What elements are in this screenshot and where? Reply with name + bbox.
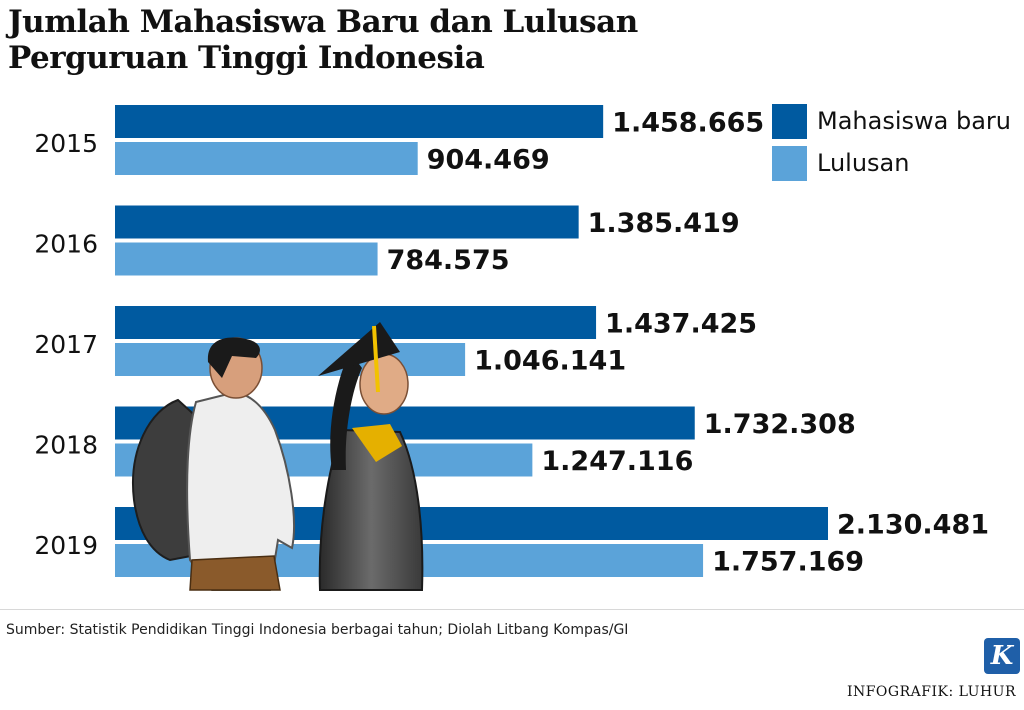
value-label-lulusan-2019: 1.757.169 (712, 547, 864, 578)
legend-swatch-mahasiswa-baru (772, 103, 807, 139)
infographic-credit: INFOGRAFIK: LUHUR (846, 684, 1016, 700)
bar-chart: 2015 1.458.665 904.469 2016 1.385.419 784.575… (34, 105, 989, 591)
student-body-shape (186, 390, 295, 591)
bar-lulusan-2015 (115, 142, 418, 175)
value-label-mahasiswa-baru-2016: 1.385.419 (588, 208, 740, 239)
value-label-lulusan-2016: 784.575 (387, 245, 510, 276)
year-label-2016: 2016 (34, 230, 98, 259)
chart-title-line-2: Perguruan Tinggi Indonesia (8, 40, 485, 76)
value-label-lulusan-2017: 1.046.141 (474, 346, 626, 377)
footer-divider (0, 609, 1024, 610)
kompas-logo: K (984, 638, 1020, 674)
legend-label-mahasiswa-baru: Mahasiswa baru (817, 107, 1011, 135)
value-label-mahasiswa-baru-2018: 1.732.308 (704, 409, 856, 440)
value-label-lulusan-2015: 904.469 (427, 145, 550, 176)
legend-label-lulusan: Lulusan (817, 149, 910, 177)
student-hair-shape (207, 337, 260, 378)
value-label-mahasiswa-baru-2019: 2.130.481 (837, 510, 989, 541)
bar-mahasiswa-baru-2015 (115, 105, 604, 138)
bar-lulusan-2016 (115, 242, 378, 276)
graduate-hair-shape (330, 352, 362, 470)
backpack-shape (132, 398, 202, 562)
year-label-2015: 2015 (34, 129, 98, 158)
graduate-illustration (318, 322, 424, 591)
student-legs-shape (189, 555, 281, 591)
bar-lulusan-2017 (115, 343, 466, 376)
value-label-lulusan-2018: 1.247.116 (541, 446, 693, 477)
legend-swatch-lulusan (772, 145, 807, 181)
value-label-mahasiswa-baru-2015: 1.458.665 (612, 108, 764, 139)
year-label-2017: 2017 (34, 330, 98, 359)
value-label-mahasiswa-baru-2017: 1.437.425 (605, 309, 757, 340)
chart-title-line-1: Jumlah Mahasiswa Baru dan Lulusan (8, 4, 638, 40)
mortarboard-shape (318, 322, 400, 376)
chart-title: Jumlah Mahasiswa Baru dan Lulusan Pergur… (8, 4, 638, 76)
legend: Mahasiswa baru Lulusan (772, 102, 1011, 186)
legend-item-mahasiswa-baru: Mahasiswa baru (772, 102, 1011, 140)
legend-item-lulusan: Lulusan (772, 144, 1011, 182)
year-label-2019: 2019 (34, 531, 98, 560)
tassel-shape (372, 325, 380, 393)
source-note: Sumber: Statistik Pendidikan Tinggi Indo… (6, 622, 629, 638)
year-label-2018: 2018 (34, 431, 98, 460)
sash-shape (352, 424, 402, 462)
bar-mahasiswa-baru-2017 (115, 306, 597, 339)
bar-mahasiswa-baru-2016 (115, 205, 579, 239)
graduate-head-shape (359, 353, 409, 415)
student-illustration (132, 337, 295, 591)
